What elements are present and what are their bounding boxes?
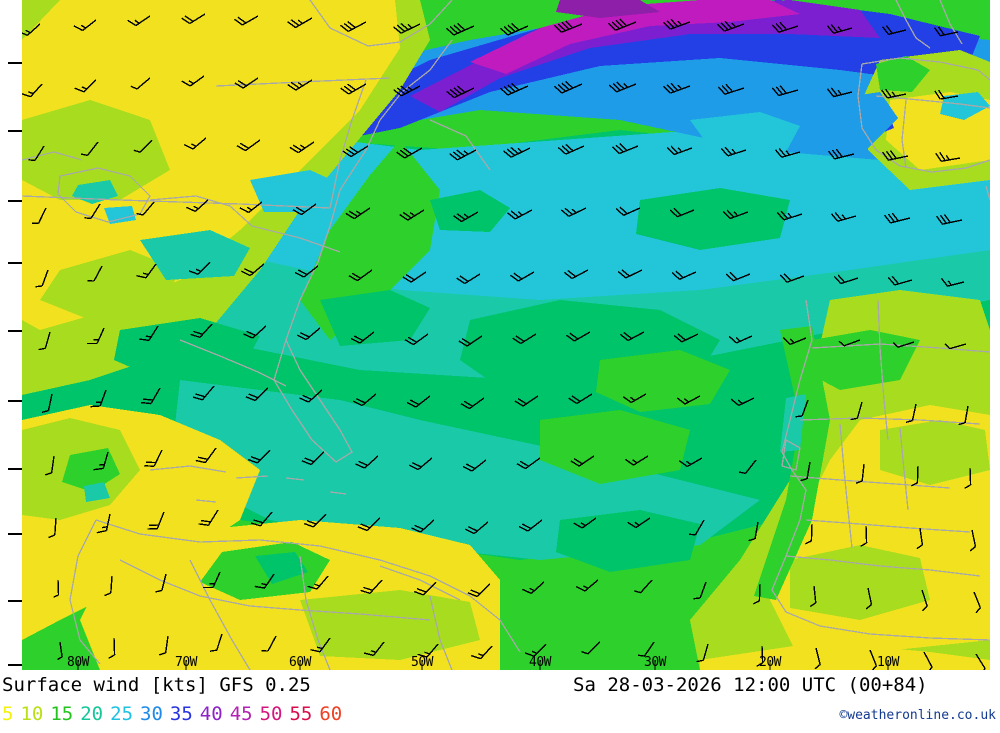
latitude-tick-7 [8, 533, 22, 535]
legend-level-50[interactable]: 50 [259, 703, 283, 725]
latitude-tick-3 [8, 262, 22, 264]
latitude-tick-6 [8, 468, 22, 470]
longitude-label-40W: 40W [529, 655, 551, 670]
legend-level-40[interactable]: 40 [199, 703, 223, 725]
latitude-tick-4 [8, 330, 22, 332]
latitude-tick-0 [8, 62, 22, 64]
wind-speed-legend[interactable]: 5 10 15 20 25 30 35 40 45 50 55 60 [2, 703, 349, 725]
legend-level-15[interactable]: 15 [50, 703, 74, 725]
latitude-tick-9 [8, 664, 22, 666]
legend-level-10[interactable]: 10 [20, 703, 44, 725]
wind-field-map[interactable] [0, 0, 1000, 670]
longitude-tick-layer [77, 660, 889, 670]
longitude-label-30W: 30W [644, 655, 666, 670]
longitude-label-70W: 70W [175, 655, 197, 670]
valid-datetime: Sa 28-03-2026 12:00 UTC (00+84) [573, 674, 928, 696]
map-right-margin [990, 0, 1000, 670]
latitude-tick-8 [8, 600, 22, 602]
legend-level-25[interactable]: 25 [110, 703, 134, 725]
latitude-tick-1 [8, 130, 22, 132]
map-panel[interactable]: 80W 70W 60W 50W 40W 30W 20W 10W [0, 0, 1000, 670]
longitude-label-80W: 80W [67, 655, 89, 670]
footer-panel: Surface wind [kts] GFS 0.25 Sa 28-03-202… [0, 670, 1000, 733]
longitude-label-60W: 60W [289, 655, 311, 670]
product-title: Surface wind [kts] GFS 0.25 [2, 674, 311, 696]
longitude-label-50W: 50W [411, 655, 433, 670]
longitude-label-10W: 10W [877, 655, 899, 670]
legend-level-30[interactable]: 30 [140, 703, 163, 725]
map-left-margin [0, 0, 22, 670]
latitude-tick-5 [8, 400, 22, 402]
legend-level-55[interactable]: 55 [289, 703, 313, 725]
legend-level-60[interactable]: 60 [319, 703, 343, 725]
copyright-notice: ©weatheronline.co.uk [839, 708, 996, 723]
legend-level-20[interactable]: 20 [80, 703, 104, 725]
longitude-label-20W: 20W [759, 655, 781, 670]
legend-level-35[interactable]: 35 [169, 703, 193, 725]
latitude-tick-2 [8, 200, 22, 202]
map-contour-layer [22, 0, 990, 670]
legend-level-45[interactable]: 45 [229, 703, 253, 725]
legend-level-5[interactable]: 5 [2, 703, 14, 725]
